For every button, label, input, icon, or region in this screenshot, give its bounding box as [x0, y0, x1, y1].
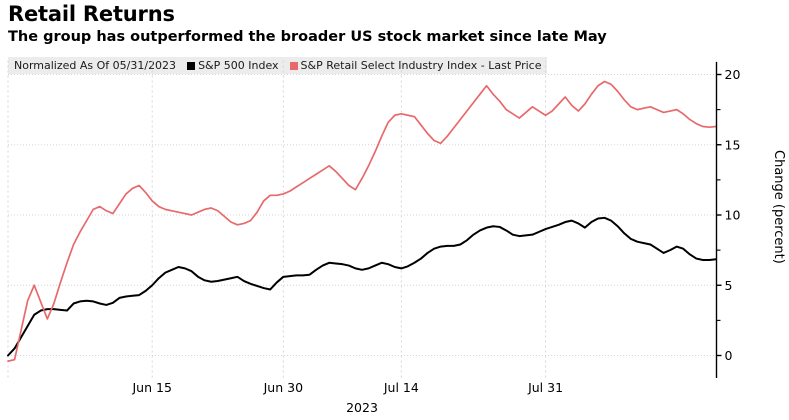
axis-labels: 0 5 10 15 20 Jun 15 Jun 30 Jul 14 Jul 31 2023 Chan…	[132, 67, 786, 415]
series-lines	[7, 80, 717, 362]
y-tick-label-0: 0	[725, 348, 733, 363]
x-tick-label-0: Jun 15	[132, 380, 172, 395]
y-axis-title: Change (percent)	[771, 150, 786, 264]
horizontal-gridlines	[8, 74, 716, 356]
x-tick-label-3: Jul 31	[527, 380, 563, 395]
y-tick-label-20: 20	[725, 67, 741, 82]
chart-title: Retail Returns	[8, 2, 175, 26]
chart-legend: Normalized As Of 05/31/2023 S&P 500 Inde…	[8, 57, 548, 74]
legend-label-retail: S&P Retail Select Industry Index - Last …	[300, 59, 542, 72]
series-line-sp500	[7, 216, 717, 357]
legend-swatch-black-icon	[187, 61, 196, 70]
right-axis	[715, 61, 722, 378]
y-tick-label-10: 10	[725, 208, 741, 223]
chart-subtitle: The group has outperformed the broader U…	[8, 29, 607, 45]
x-axis-title: 2023	[346, 400, 378, 415]
legend-normalization-note: Normalized As Of 05/31/2023	[14, 59, 177, 72]
legend-label-sp500: S&P 500 Index	[198, 59, 279, 72]
series-line-retail	[7, 80, 717, 362]
x-tick-label-1: Jun 30	[263, 380, 303, 395]
x-tick-label-2: Jul 14	[383, 380, 419, 395]
legend-entry-sp500[interactable]: S&P 500 Index	[187, 59, 279, 72]
y-tick-label-15: 15	[725, 137, 741, 152]
legend-swatch-red-icon	[289, 61, 298, 70]
y-tick-label-5: 5	[725, 278, 733, 293]
vertical-gridlines	[7, 60, 547, 378]
legend-entry-retail[interactable]: S&P Retail Select Industry Index - Last …	[289, 59, 542, 72]
